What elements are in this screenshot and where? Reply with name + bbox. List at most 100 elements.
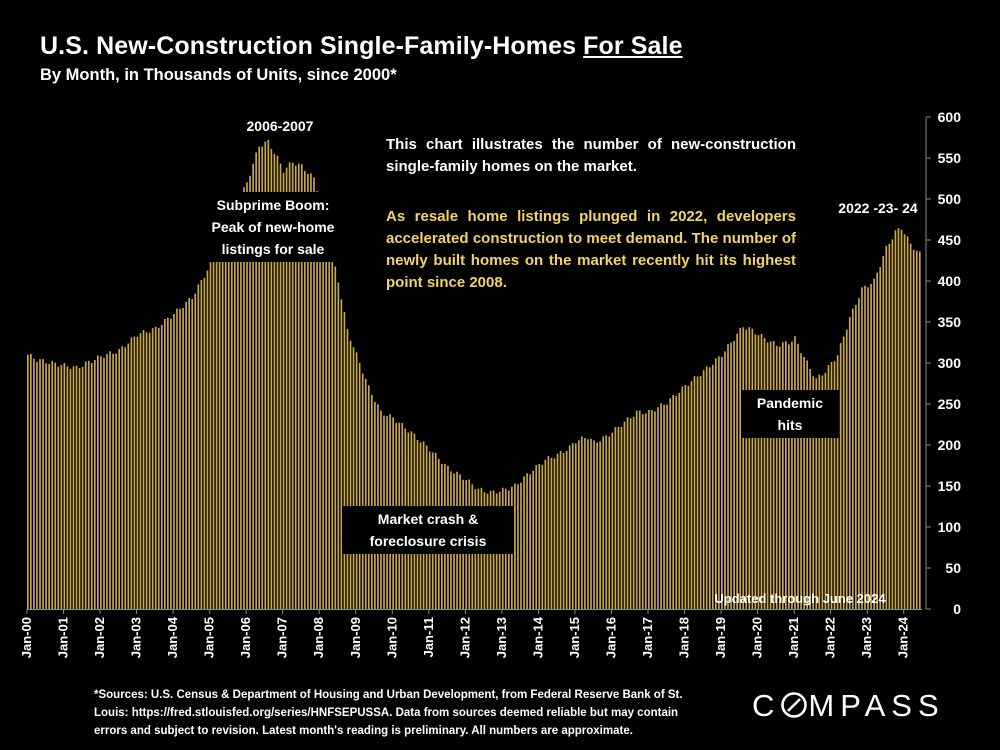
bar-month-57 — [200, 279, 203, 609]
bar-month-54 — [191, 298, 194, 609]
bar-month-285 — [894, 230, 897, 610]
bar-month-266 — [836, 355, 839, 609]
bar-month-239 — [754, 334, 757, 609]
bar-month-247 — [778, 346, 781, 609]
bar-month-214 — [678, 392, 681, 609]
crash-annotation: Market crash & foreclosure crisis — [342, 506, 514, 554]
y-tick-label-450: 450 — [938, 232, 962, 248]
bar-month-52 — [185, 301, 187, 609]
bar-month-213 — [675, 395, 678, 609]
bar-month-258 — [812, 376, 815, 609]
bar-month-65 — [224, 233, 227, 609]
bar-month-86 — [288, 162, 291, 609]
y-tick-label-250: 250 — [938, 396, 962, 412]
y-tick-label-600: 600 — [938, 109, 962, 125]
bar-month-211 — [669, 398, 671, 609]
pandemic-annotation: Pandemic hits — [741, 390, 839, 438]
bar-month-173 — [553, 458, 556, 609]
x-tick-label-Jan-21: Jan-21 — [786, 617, 801, 658]
bar-month-268 — [842, 336, 845, 609]
bar-month-269 — [845, 329, 848, 609]
bar-month-164 — [526, 473, 528, 609]
y-tick-label-350: 350 — [938, 314, 962, 330]
bar-month-8 — [51, 360, 54, 609]
bar-month-207 — [657, 407, 659, 609]
title-for-sale: For Sale — [583, 32, 683, 60]
bar-month-162 — [520, 482, 522, 609]
bar-month-90 — [300, 164, 303, 609]
bar-month-60 — [209, 262, 212, 609]
bar-month-61 — [212, 258, 215, 609]
bar-month-5 — [42, 359, 44, 609]
bar-month-104 — [343, 311, 346, 609]
bar-month-233 — [736, 333, 738, 609]
bar-month-64 — [221, 236, 224, 610]
bar-month-249 — [785, 341, 787, 609]
bar-month-108 — [355, 352, 358, 609]
bar-month-92 — [307, 173, 309, 609]
bar-month-28 — [112, 353, 114, 609]
crash-line-2: foreclosure crisis — [369, 533, 487, 549]
chart-title: U.S. New-Construction Single-Family-Home… — [40, 32, 683, 61]
bar-month-209 — [663, 404, 665, 609]
bar-month-170 — [544, 459, 547, 609]
bar-month-186 — [593, 440, 595, 609]
bar-month-191 — [608, 436, 611, 609]
bar-month-85 — [285, 167, 288, 609]
bar-month-97 — [322, 211, 324, 609]
bar-month-59 — [206, 270, 209, 609]
bar-month-79 — [267, 139, 270, 610]
bar-month-280 — [879, 267, 882, 609]
recent-years-label: 2022 -23- 24 — [838, 200, 918, 216]
bar-month-112 — [367, 385, 370, 609]
bar-month-3 — [36, 362, 38, 609]
bar-month-278 — [873, 278, 875, 609]
bar-month-190 — [605, 435, 608, 609]
bar-month-218 — [690, 381, 693, 609]
bar-month-62 — [215, 253, 218, 609]
x-tick-label-Jan-09: Jan-09 — [348, 617, 363, 658]
bar-month-200 — [635, 410, 638, 609]
bar-month-84 — [282, 172, 285, 610]
bar-month-189 — [602, 436, 605, 609]
bar-month-212 — [672, 394, 675, 609]
subprime-line-3: listings for sale — [221, 241, 325, 257]
logo-text-end: MPASS — [808, 688, 945, 723]
bar-month-66 — [227, 227, 230, 609]
bar-month-94 — [313, 177, 315, 610]
bar-month-283 — [888, 243, 891, 609]
bar-month-114 — [374, 401, 376, 609]
bar-month-63 — [218, 244, 221, 610]
bar-month-17 — [78, 367, 81, 609]
bar-month-34 — [130, 337, 133, 609]
bar-month-202 — [641, 414, 644, 609]
bar-month-70 — [240, 197, 242, 610]
bar-month-282 — [885, 245, 888, 610]
bar-month-262 — [824, 372, 827, 609]
x-tick-label-Jan-00: Jan-00 — [19, 617, 34, 658]
bar-month-72 — [246, 182, 248, 610]
x-tick-label-Jan-07: Jan-07 — [275, 617, 290, 658]
bar-month-246 — [775, 345, 778, 609]
bar-month-270 — [848, 317, 851, 609]
bar-month-9 — [54, 362, 57, 609]
y-tick-label-100: 100 — [938, 519, 962, 535]
logo-text-start: C — [752, 688, 781, 723]
bar-month-174 — [556, 453, 559, 609]
bar-month-7 — [48, 363, 50, 609]
bar-month-206 — [654, 411, 656, 609]
bar-month-195 — [620, 426, 623, 609]
bar-month-113 — [371, 394, 373, 609]
intro-note: This chart illustrates the number of new… — [386, 136, 796, 175]
bar-month-184 — [587, 439, 589, 609]
y-tick-label-150: 150 — [938, 478, 962, 494]
bar-month-42 — [154, 326, 157, 609]
subprime-line-1: Subprime Boom: — [216, 197, 330, 213]
x-tick-label-Jan-19: Jan-19 — [713, 617, 728, 658]
bar-month-204 — [648, 409, 650, 609]
bar-month-71 — [243, 187, 245, 609]
bar-month-98 — [325, 229, 327, 610]
bar-month-29 — [115, 353, 117, 609]
bar-month-253 — [797, 343, 799, 609]
bar-month-175 — [559, 450, 562, 609]
